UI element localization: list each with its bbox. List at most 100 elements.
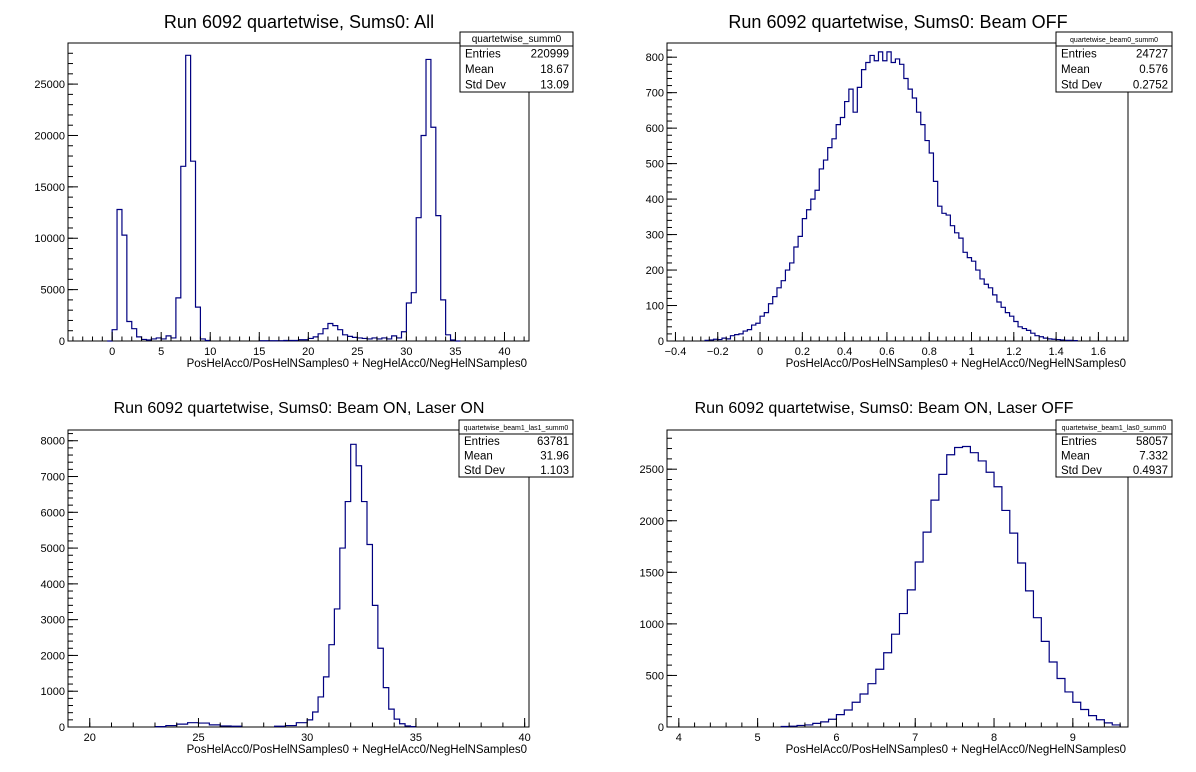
y-tick-label: 1000 xyxy=(640,619,664,631)
chart-title: Run 6092 quartetwise, Sums0: Beam ON, La… xyxy=(695,400,1074,417)
stats-label: Entries xyxy=(465,49,501,61)
stats-name: quartetwise_beam0_summ0 xyxy=(1070,37,1158,44)
stats-box: quartetwise_beam1_las0_summ0 Entries 58057… xyxy=(1055,419,1173,478)
y-tick-label: 0 xyxy=(658,722,664,734)
stats-value: 31.96 xyxy=(540,451,569,463)
stats-name: quartetwise_summ0 xyxy=(472,34,562,45)
stats-box-frame xyxy=(1055,419,1173,478)
histogram-line xyxy=(154,443,417,728)
stats-box-frame xyxy=(458,419,574,478)
x-tick-label: 8 xyxy=(991,732,997,744)
x-tick-label: 0.2 xyxy=(795,346,810,358)
x-tick-label: −0.2 xyxy=(707,346,729,358)
y-tick-label: 20000 xyxy=(34,130,65,142)
x-tick-label: 0.4 xyxy=(837,346,852,358)
histogram-panel-3: Run 6092 quartetwise, Sums0: Beam ON, La… xyxy=(41,400,574,756)
x-tick-label: 40 xyxy=(519,732,531,744)
x-tick-label: 40 xyxy=(498,346,510,358)
y-tick-label: 1000 xyxy=(41,686,65,698)
stats-box-frame xyxy=(1055,31,1173,93)
x-tick-label: 1.2 xyxy=(1006,346,1021,358)
x-tick-label: 1.6 xyxy=(1091,346,1106,358)
x-tick-label: 0 xyxy=(757,346,763,358)
y-tick-label: 5000 xyxy=(41,543,65,555)
stats-label: Mean xyxy=(465,64,494,76)
stats-label: Mean xyxy=(1061,64,1090,76)
y-tick-label: 6000 xyxy=(41,507,65,519)
x-tick-label: 0.6 xyxy=(879,346,894,358)
y-tick-label: 1500 xyxy=(640,567,664,579)
y-tick-label: 0 xyxy=(59,722,65,734)
x-tick-label: 7 xyxy=(912,732,918,744)
x-tick-label: 30 xyxy=(400,346,412,358)
y-tick-label: 0 xyxy=(658,336,664,348)
histogram-line xyxy=(780,445,1121,728)
x-tick-label: 10 xyxy=(204,346,216,358)
histogram-panel-2: Run 6092 quartetwise, Sums0: Beam OFF −0.… xyxy=(646,12,1173,370)
x-axis-label: PosHelAcc0/PosHelNSamples0 + NegHelAcc0/… xyxy=(187,358,527,370)
y-tick-label: 5000 xyxy=(41,285,65,297)
stats-value: 58057 xyxy=(1136,436,1168,448)
chart-title: Run 6092 quartetwise, Sums0: All xyxy=(164,12,434,32)
stats-label: Mean xyxy=(464,451,493,463)
x-tick-label: 1.4 xyxy=(1048,346,1063,358)
x-axis-label: PosHelAcc0/PosHelNSamples0 + NegHelAcc0/… xyxy=(786,358,1126,370)
x-tick-label: 9 xyxy=(1070,732,1076,744)
stats-label: Std Dev xyxy=(464,465,505,477)
plot-frame xyxy=(67,429,530,728)
y-tick-label: 10000 xyxy=(34,233,65,245)
stats-value: 1.103 xyxy=(540,465,569,477)
stats-value: 220999 xyxy=(531,49,569,61)
y-tick-label: 3000 xyxy=(41,615,65,627)
x-tick-label: 1 xyxy=(968,346,974,358)
y-tick-label: 2000 xyxy=(41,650,65,662)
stats-value: 7.332 xyxy=(1139,451,1168,463)
stats-box: quartetwise_beam1_las1_summ0 Entries 63781… xyxy=(458,419,574,478)
y-tick-label: 2500 xyxy=(640,464,664,476)
x-tick-label: 20 xyxy=(84,732,96,744)
histogram-panel-1: Run 6092 quartetwise, Sums0: All 0 5 10 15 20… xyxy=(34,12,574,370)
x-tick-label: 6 xyxy=(833,732,839,744)
x-tick-label: 25 xyxy=(192,732,204,744)
x-axis-label: PosHelAcc0/PosHelNSamples0 + NegHelAcc0/… xyxy=(786,744,1126,756)
stats-label: Mean xyxy=(1061,451,1090,463)
x-tick-label: 20 xyxy=(302,346,314,358)
stats-label: Entries xyxy=(1061,49,1097,61)
histogram-panel-4: Run 6092 quartetwise, Sums0: Beam ON, La… xyxy=(640,400,1173,756)
stats-box: quartetwise_summ0 Entries 220999 Mean 18.67 S… xyxy=(459,31,574,93)
x-tick-label: 35 xyxy=(410,732,422,744)
stats-value: 63781 xyxy=(537,436,569,448)
y-tick-label: 25000 xyxy=(34,79,65,91)
stats-label: Std Dev xyxy=(1061,465,1102,477)
stats-label: Entries xyxy=(464,436,500,448)
x-tick-label: −0.4 xyxy=(665,346,687,358)
x-axis-label: PosHelAcc0/PosHelNSamples0 + NegHelAcc0/… xyxy=(187,744,527,756)
y-tick-label: 500 xyxy=(646,670,664,682)
x-tick-label: 5 xyxy=(755,732,761,744)
stats-value: 13.09 xyxy=(540,79,569,91)
stats-name: quartetwise_beam1_las0_summ0 xyxy=(1062,425,1167,432)
stats-box-frame xyxy=(459,31,574,93)
y-tick-label: 0 xyxy=(59,336,65,348)
y-tick-label: 2000 xyxy=(640,516,664,528)
y-tick-label: 200 xyxy=(646,265,664,277)
stats-value: 24727 xyxy=(1136,49,1168,61)
stats-label: Std Dev xyxy=(465,79,506,91)
stats-value: 18.67 xyxy=(540,64,569,76)
y-tick-label: 800 xyxy=(646,52,664,64)
chart-title: Run 6092 quartetwise, Sums0: Beam ON, La… xyxy=(114,400,485,417)
chart-title: Run 6092 quartetwise, Sums0: Beam OFF xyxy=(728,12,1067,32)
y-tick-label: 7000 xyxy=(41,472,65,484)
stats-value: 0.2752 xyxy=(1133,79,1168,91)
histogram-line xyxy=(704,51,1078,342)
stats-label: Std Dev xyxy=(1061,79,1102,91)
y-tick-label: 4000 xyxy=(41,579,65,591)
x-tick-label: 15 xyxy=(253,346,265,358)
plot-frame xyxy=(666,429,1129,728)
y-tick-label: 8000 xyxy=(41,436,65,448)
x-tick-label: 35 xyxy=(449,346,461,358)
y-tick-label: 15000 xyxy=(34,182,65,194)
x-tick-label: 25 xyxy=(351,346,363,358)
y-tick-label: 400 xyxy=(646,194,664,206)
